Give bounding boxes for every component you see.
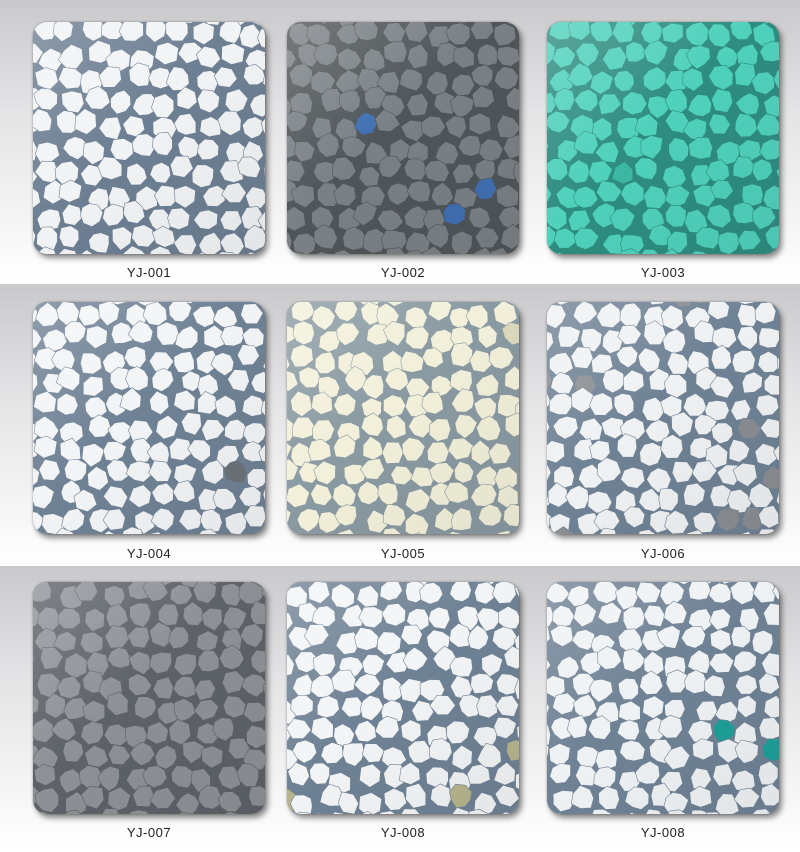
stone	[158, 604, 178, 626]
stone	[381, 230, 407, 251]
pebble-texture	[287, 582, 519, 814]
stone	[759, 328, 779, 348]
sample-code-label: YJ-001	[33, 265, 265, 280]
sample-code-label: YJ-006	[547, 546, 779, 561]
pebble-texture	[547, 582, 779, 814]
stone	[221, 326, 245, 346]
stone	[382, 442, 403, 464]
sample-code-label: YJ-008	[287, 825, 519, 840]
stone	[449, 308, 469, 329]
pebble-texture	[33, 582, 265, 814]
stone	[759, 718, 779, 740]
floor-sample-tile-yj-008-teal	[547, 582, 779, 814]
floor-sample-tile-yj-007	[33, 582, 265, 814]
stone	[37, 227, 58, 250]
stone	[475, 160, 496, 181]
pebble-texture	[547, 302, 779, 534]
pebble-texture	[547, 22, 779, 254]
stone	[477, 695, 498, 718]
floor-sample-tile-yj-005	[287, 302, 519, 534]
floor-sample-tile-yj-004	[33, 302, 265, 534]
pebble-texture	[33, 302, 265, 534]
stone	[742, 184, 763, 206]
stone	[450, 657, 473, 677]
stone	[496, 674, 518, 695]
floor-sample-tile-yj-008	[287, 582, 519, 814]
stone	[249, 786, 265, 806]
sample-code-label: YJ-008	[547, 825, 779, 840]
floor-sample-tile-yj-006	[547, 302, 779, 534]
stone	[689, 582, 711, 600]
pebble-texture	[287, 302, 519, 534]
sample-code-label: YJ-003	[547, 265, 779, 280]
stone	[239, 582, 263, 604]
floor-sample-tile-yj-001	[33, 22, 265, 254]
stone	[192, 165, 214, 188]
stone	[623, 607, 645, 630]
sample-code-label: YJ-004	[33, 546, 265, 561]
sample-code-label: YJ-002	[287, 265, 519, 280]
floor-sample-tile-yj-002	[287, 22, 519, 254]
sample-code-label: YJ-007	[33, 825, 265, 840]
floor-sample-tile-yj-003	[547, 22, 779, 254]
sample-code-label: YJ-005	[287, 546, 519, 561]
pebble-texture	[33, 22, 265, 254]
stone	[451, 231, 472, 254]
pebble-texture	[287, 22, 519, 254]
stone	[696, 227, 720, 248]
stone	[732, 350, 755, 373]
